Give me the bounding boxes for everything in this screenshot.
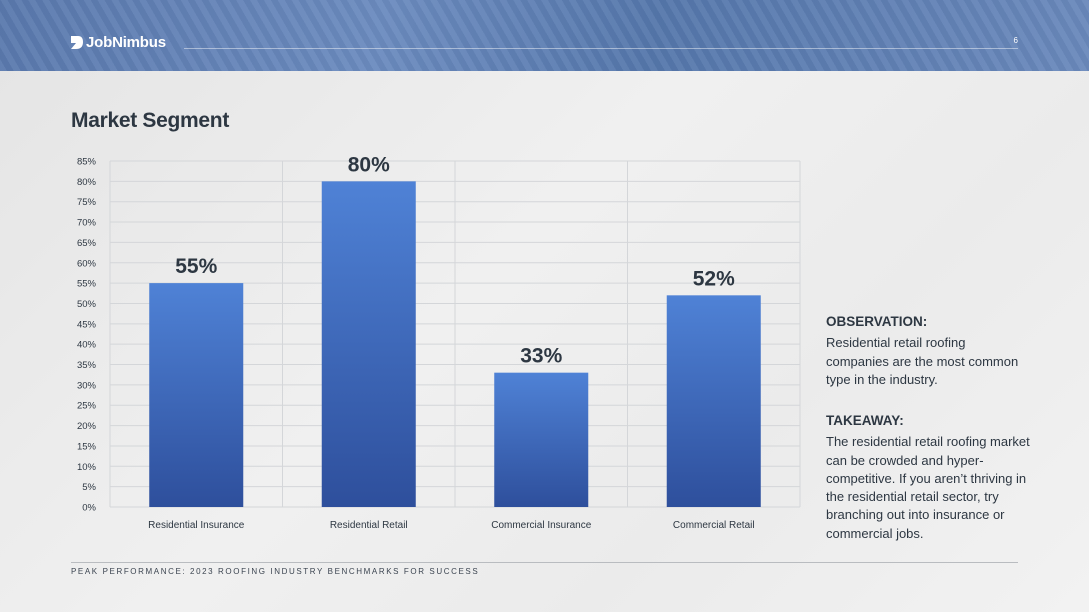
x-tick-label: Residential Retail	[330, 520, 408, 531]
y-tick-label: 50%	[77, 299, 97, 310]
x-tick-label: Commercial Retail	[673, 520, 755, 531]
y-tick-label: 30%	[77, 380, 97, 391]
data-label: 80%	[348, 153, 390, 176]
bar-commercial-retail	[666, 295, 761, 507]
y-tick-label: 60%	[77, 258, 97, 269]
takeaway-block: TAKEAWAY: The residential retail roofing…	[826, 412, 1031, 543]
data-label: 55%	[175, 255, 217, 278]
takeaway-heading: TAKEAWAY:	[826, 413, 904, 428]
y-tick-label: 10%	[77, 462, 97, 473]
page-number: 6	[1013, 36, 1018, 45]
bar-residential-retail	[321, 181, 416, 507]
x-tick-label: Residential Insurance	[148, 520, 245, 531]
brand-logo[interactable]: JobNimbus	[71, 34, 166, 51]
data-label: 33%	[520, 345, 562, 368]
data-label: 52%	[693, 267, 735, 290]
page-title: Market Segment	[71, 109, 230, 132]
y-tick-label: 25%	[77, 401, 97, 412]
takeaway-text: The residential retail roofing market ca…	[826, 434, 1030, 541]
y-tick-label: 20%	[77, 421, 97, 432]
bar-commercial-insurance	[494, 372, 589, 507]
footer-title: PEAK PERFORMANCE: 2023 ROOFING INDUSTRY …	[71, 567, 480, 576]
y-tick-label: 5%	[82, 482, 96, 493]
brand-name: JobNimbus	[86, 34, 166, 51]
observation-text: Residential retail roofing companies are…	[826, 335, 1019, 387]
observation-block: OBSERVATION: Residential retail roofing …	[826, 313, 1031, 389]
y-tick-label: 55%	[77, 279, 97, 290]
jobnimbus-logo-icon	[71, 36, 83, 49]
y-tick-label: 85%	[77, 157, 97, 168]
bar-residential-insurance	[149, 283, 244, 507]
y-tick-label: 0%	[82, 503, 96, 514]
y-tick-label: 65%	[77, 238, 97, 249]
header-divider	[184, 48, 1018, 49]
footer-divider	[71, 562, 1018, 563]
y-tick-label: 35%	[77, 360, 97, 371]
y-tick-label: 15%	[77, 441, 97, 452]
y-tick-label: 80%	[77, 177, 97, 188]
y-tick-label: 70%	[77, 218, 97, 229]
y-tick-label: 75%	[77, 197, 97, 208]
x-tick-label: Commercial Insurance	[491, 520, 591, 531]
observation-heading: OBSERVATION:	[826, 314, 928, 329]
y-tick-label: 45%	[77, 319, 97, 330]
y-tick-label: 40%	[77, 340, 97, 351]
header-banner: JobNimbus 6	[0, 0, 1089, 71]
